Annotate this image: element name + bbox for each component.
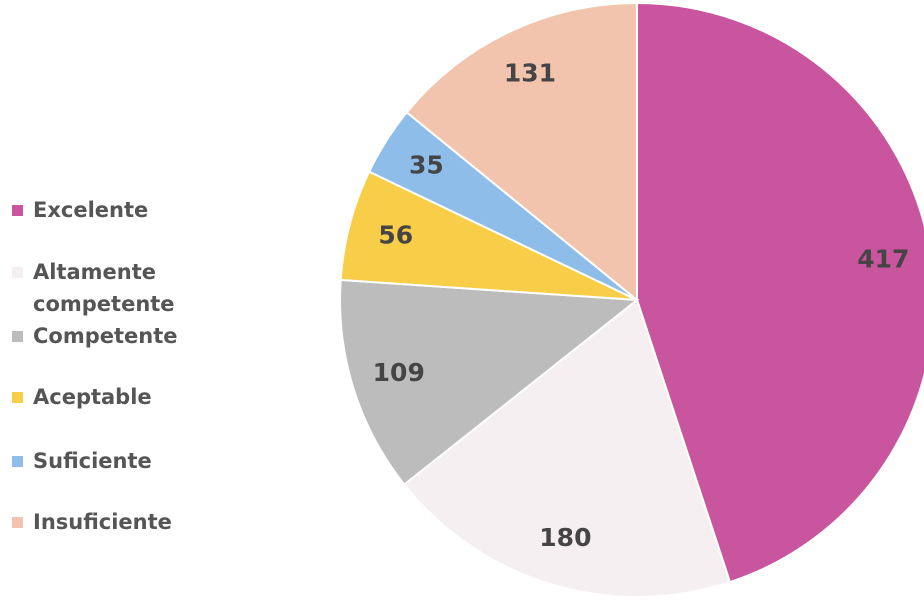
data-label: 56 (378, 221, 413, 250)
legend-swatch (12, 517, 23, 528)
legend-swatch (12, 205, 23, 216)
legend-label: Aceptable (33, 385, 152, 409)
data-label: 109 (373, 358, 425, 387)
legend-label: Suficiente (33, 449, 152, 473)
legend-label: Excelente (33, 198, 149, 222)
legend-item: Altamente competente (12, 256, 187, 320)
legend-item: Competente (12, 320, 187, 352)
data-label: 417 (857, 244, 909, 273)
pie-slice (636, 1, 924, 584)
data-label: 180 (539, 523, 591, 552)
legend-item: Insuficiente (12, 506, 187, 538)
data-label: 131 (504, 59, 556, 88)
legend-swatch (12, 392, 23, 403)
legend-swatch (12, 456, 23, 467)
legend-item: Suficiente (12, 445, 187, 477)
data-label: 35 (409, 150, 444, 179)
legend-label: Insuficiente (33, 510, 172, 534)
legend-swatch (12, 267, 23, 278)
legend-label: Competente (33, 324, 178, 348)
pie-slice (402, 298, 732, 598)
legend-swatch (12, 331, 23, 342)
legend-label: Altamente competente (33, 260, 175, 316)
legend-item: Aceptable (12, 381, 187, 413)
legend-item: Excelente (12, 194, 187, 226)
pie-slice (339, 278, 640, 486)
pie-slice (405, 1, 638, 303)
